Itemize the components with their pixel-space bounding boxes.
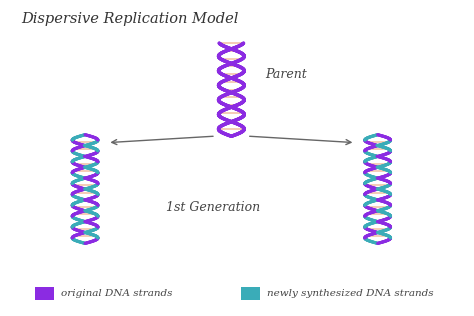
Bar <box>240 287 260 300</box>
Text: newly synthesized DNA strands: newly synthesized DNA strands <box>266 289 433 298</box>
Bar <box>35 287 54 300</box>
Text: 1st Generation: 1st Generation <box>166 201 260 214</box>
Text: original DNA strands: original DNA strands <box>61 289 173 298</box>
Text: Dispersive Replication Model: Dispersive Replication Model <box>21 12 238 26</box>
Text: Parent: Parent <box>265 68 308 81</box>
